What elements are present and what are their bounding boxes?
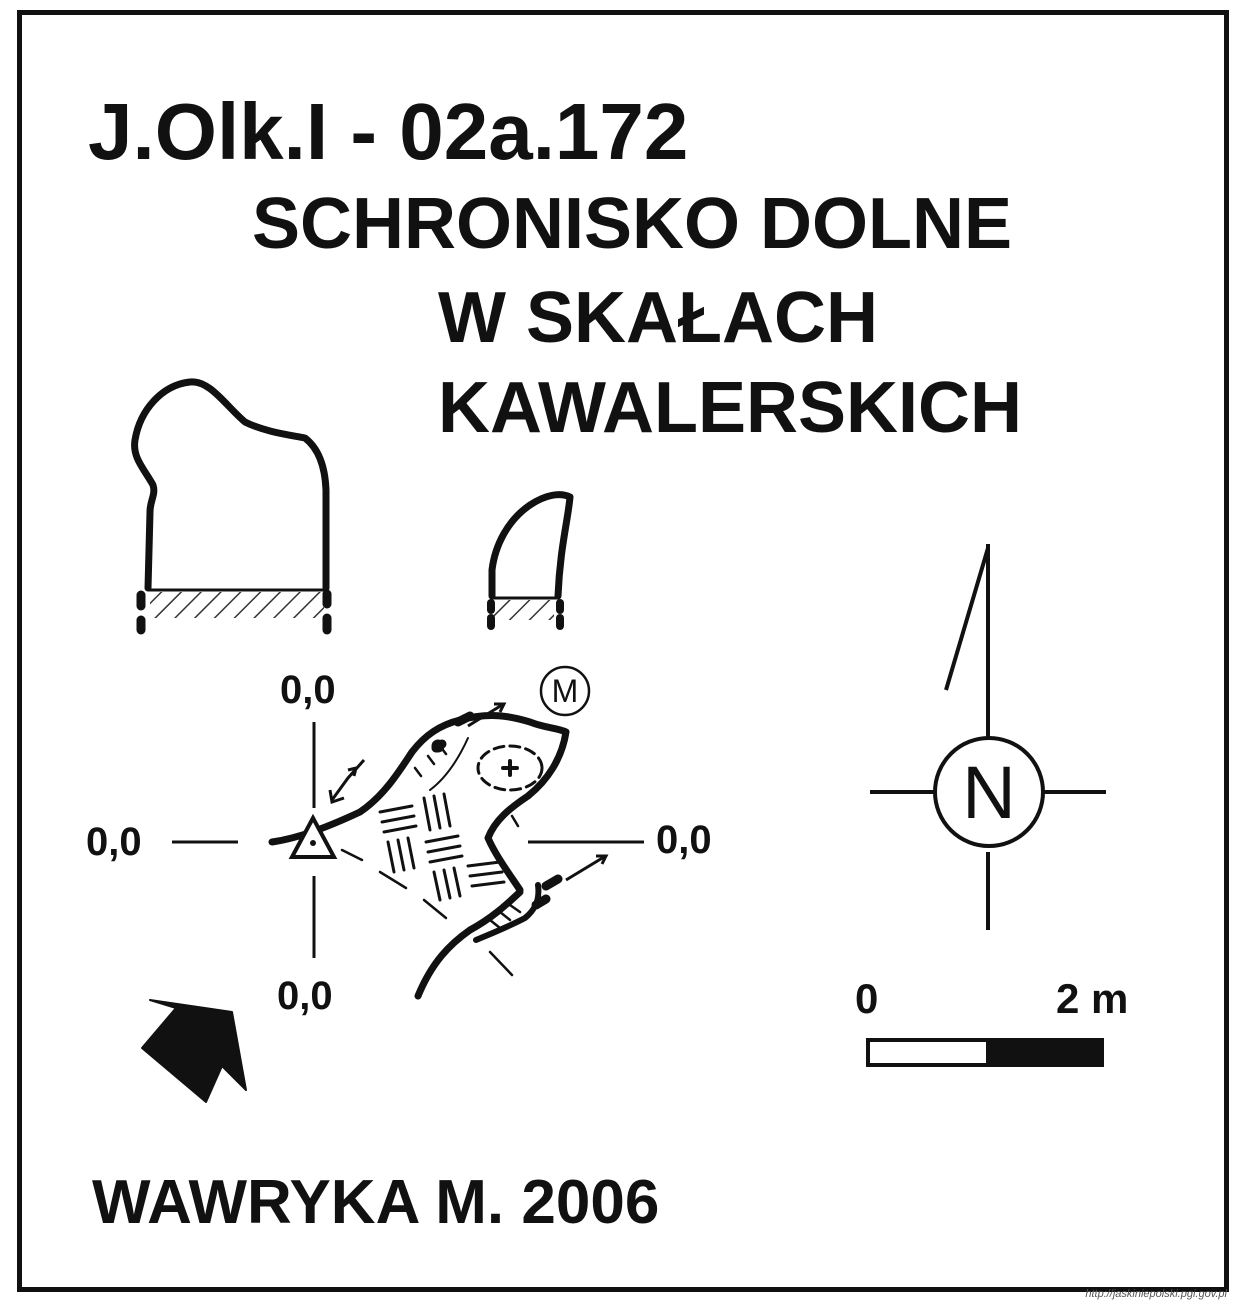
scale-end-label: 2 m bbox=[1056, 975, 1129, 1022]
datum-label-left: 0,0 bbox=[86, 820, 142, 864]
cave-plan bbox=[268, 712, 570, 1000]
marker-circle bbox=[539, 665, 591, 717]
wall-dashes-small bbox=[487, 599, 564, 630]
entrance-arrow-icon bbox=[141, 999, 247, 1103]
datum-lines bbox=[172, 722, 644, 958]
plan-wall-dashes bbox=[431, 711, 563, 910]
cave-name-line-3: KAWALERSKICH bbox=[438, 368, 1023, 448]
sediment-hatch bbox=[150, 592, 324, 618]
scale-start-label: 0 bbox=[855, 975, 879, 1022]
cave-name-line-1: SCHRONISKO DOLNE bbox=[252, 184, 1013, 264]
datum-label-right: 0,0 bbox=[656, 818, 712, 862]
scale-bar bbox=[866, 1038, 1104, 1067]
cross-section-small bbox=[488, 491, 574, 600]
cave-code: J.Olk.I - 02a.172 bbox=[88, 87, 689, 176]
source-url: http://jaskiniepolski.pgi.gov.pl bbox=[1085, 1288, 1227, 1300]
measurement-marker-label: M bbox=[551, 673, 579, 709]
datum-label-bottom: 0,0 bbox=[277, 974, 333, 1018]
compass-rose bbox=[870, 544, 1106, 930]
datum-label-top: 0,0 bbox=[280, 668, 336, 712]
cave-name-line-2: W SKAŁACH bbox=[438, 278, 878, 358]
datum-triangle bbox=[288, 813, 338, 859]
north-label: N bbox=[962, 751, 1016, 834]
wall-dashes-large bbox=[136, 589, 332, 635]
map-frame bbox=[17, 10, 1229, 1292]
cross-section-large bbox=[131, 378, 330, 592]
sediment-hatch-small bbox=[494, 600, 554, 620]
plan-arrows bbox=[328, 702, 609, 882]
author-credit: WAWRYKA M. 2006 bbox=[92, 1168, 660, 1237]
